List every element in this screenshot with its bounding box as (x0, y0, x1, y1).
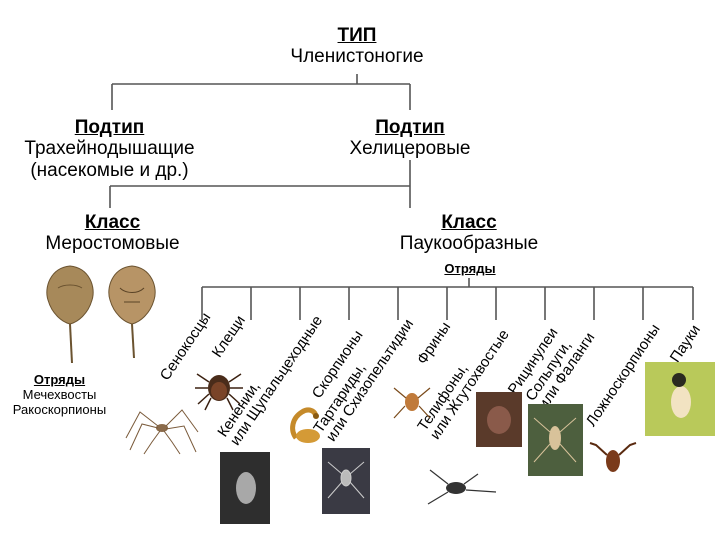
subtype-name: Хелицеровые (349, 138, 471, 160)
root-node: ТИП Членистоногие (257, 25, 457, 68)
amblypygid-icon (393, 387, 431, 419)
spider-icon (645, 362, 715, 436)
pseudoscorpion-icon (589, 442, 637, 472)
solifuge-icon (528, 404, 583, 476)
merostomata-order-item: Ракоскорпионы (12, 401, 107, 417)
tick-icon (195, 373, 243, 411)
class-heading: Класс (441, 212, 497, 233)
harvestman-icon (125, 409, 199, 455)
photo-schizomid (322, 448, 370, 514)
class-heading: Класс (84, 212, 141, 233)
subtype-tracheata: Подтип Трахейнодышащие (насекомые и др.) (2, 117, 217, 181)
class-name: Меростомовые (45, 233, 180, 255)
horseshoe-crab-icon (46, 265, 156, 364)
merostomata-order-item: Мечехвосты (22, 386, 97, 402)
subtype-note: (насекомые и др.) (30, 159, 189, 181)
class-merostomata: Класс Меростомовые (20, 212, 205, 255)
subtype-chelicerata: Подтип Хелицеровые (320, 117, 500, 160)
arachnida-orders-heading: Отряды (444, 261, 496, 276)
subtype-heading: Подтип (375, 117, 445, 138)
merostomata-orders: Отряды Мечехвосты Ракоскорпионы (2, 372, 117, 418)
root-heading: ТИП (337, 25, 377, 46)
photo-ricinuleid (220, 452, 270, 524)
subtype-heading: Подтип (74, 117, 145, 138)
root-name: Членистоногие (290, 46, 424, 68)
vinegaroon-icon (427, 469, 497, 505)
class-arachnida: Класс Паукообразные (380, 212, 558, 255)
merostomata-orders-heading: Отряды (33, 372, 86, 387)
subtype-name: Трахейнодышащие (24, 138, 195, 160)
class-name: Паукообразные (399, 233, 539, 255)
photo-ricinulei (476, 392, 522, 447)
scorpion-icon (290, 407, 320, 443)
